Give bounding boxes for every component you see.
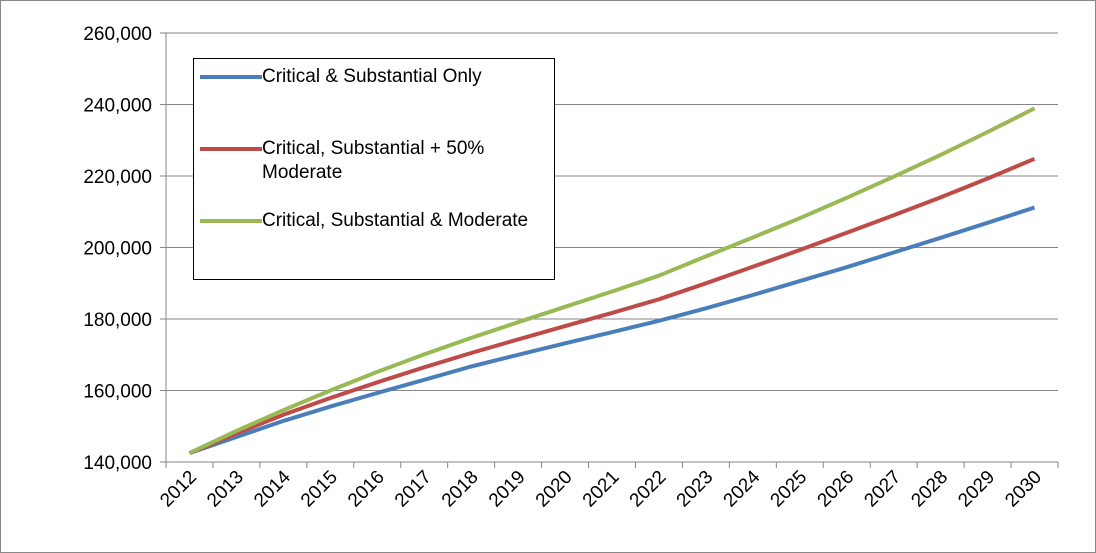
legend-item: Critical & Substantial Only bbox=[200, 65, 547, 89]
y-tick-label: 200,000 bbox=[83, 239, 152, 260]
legend-item: Critical, Substantial & Moderate bbox=[200, 209, 547, 233]
legend-label: Critical, Substantial & Moderate bbox=[262, 210, 529, 231]
y-tick-label: 180,000 bbox=[83, 310, 152, 331]
legend-swatch bbox=[200, 75, 262, 79]
legend-label: Critical & Substantial Only bbox=[262, 66, 482, 87]
series-line bbox=[188, 106, 1036, 455]
y-tick-label: 140,000 bbox=[83, 453, 152, 474]
legend-label: Critical, Substantial + 50% Moderate bbox=[262, 138, 485, 183]
series-line bbox=[188, 205, 1036, 455]
legend-swatch bbox=[200, 147, 262, 151]
legend-swatch bbox=[200, 219, 262, 223]
y-tick-label: 220,000 bbox=[83, 167, 152, 188]
legend-item: Critical, Substantial + 50% Moderate bbox=[200, 137, 547, 185]
y-tick-label: 240,000 bbox=[83, 96, 152, 117]
series-line bbox=[188, 156, 1036, 455]
legend: Critical & Substantial Only Critical, Sub… bbox=[193, 58, 555, 280]
y-tick-label: 160,000 bbox=[83, 382, 152, 403]
y-tick-label: 260,000 bbox=[83, 24, 152, 45]
